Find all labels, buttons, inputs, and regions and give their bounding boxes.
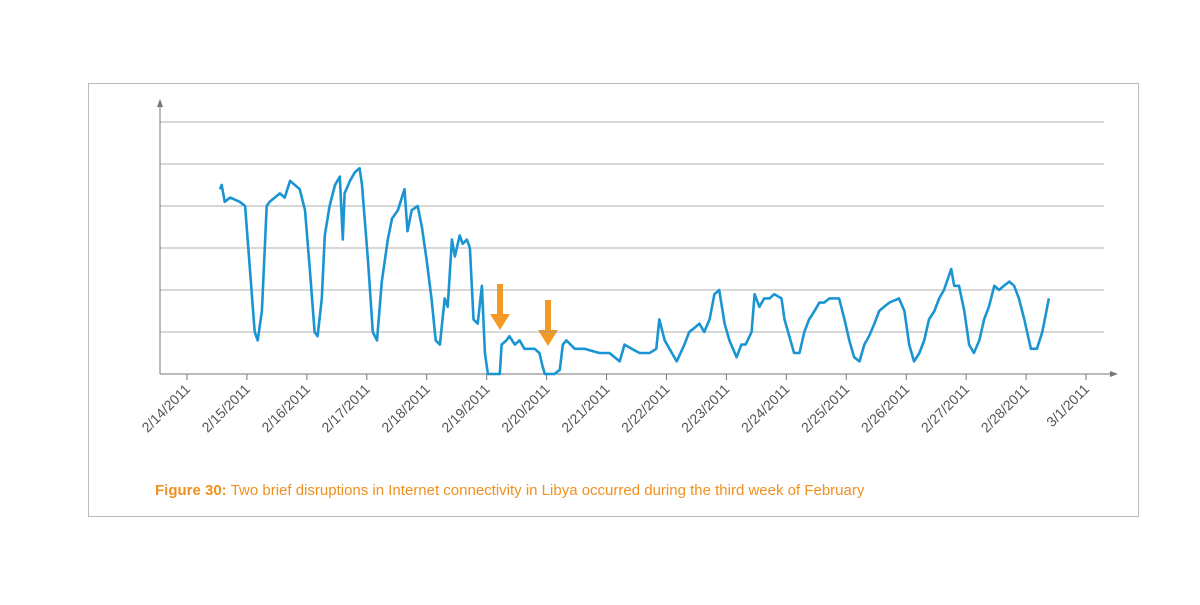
x-tick-label: 2/23/2011 xyxy=(678,381,733,436)
line-series xyxy=(218,166,1051,376)
x-tick-label: 2/17/2011 xyxy=(318,381,373,436)
x-tick-label: 2/18/2011 xyxy=(378,381,433,436)
x-tick-label: 2/28/2011 xyxy=(978,381,1033,436)
x-tick-label: 2/24/2011 xyxy=(738,381,793,436)
x-tick-label: 3/1/2011 xyxy=(1043,381,1092,430)
x-tick-label: 2/25/2011 xyxy=(798,381,853,436)
x-tick-label: 2/21/2011 xyxy=(558,381,613,436)
caption: Figure 30: Two brief disruptions in Inter… xyxy=(155,482,865,499)
x-tick-label: 2/16/2011 xyxy=(258,381,313,436)
caption-text: Two brief disruptions in Internet connec… xyxy=(231,482,865,499)
disruption-arrow xyxy=(490,284,510,330)
x-tick-label: 2/20/2011 xyxy=(498,381,553,436)
x-tick-label: 2/15/2011 xyxy=(198,381,253,436)
disruption-arrow xyxy=(538,300,558,346)
frame xyxy=(88,83,1139,517)
x-tick-label: 2/19/2011 xyxy=(438,381,493,436)
x-tick-label: 2/27/2011 xyxy=(918,381,973,436)
x-axis-arrow xyxy=(1110,371,1118,377)
y-axis-arrow xyxy=(157,99,163,107)
caption-label: Figure 30: xyxy=(155,482,227,499)
x-tick-label: 2/22/2011 xyxy=(618,381,673,436)
x-tick-label: 2/26/2011 xyxy=(858,381,913,436)
x-tick-label: 2/14/2011 xyxy=(138,381,193,436)
